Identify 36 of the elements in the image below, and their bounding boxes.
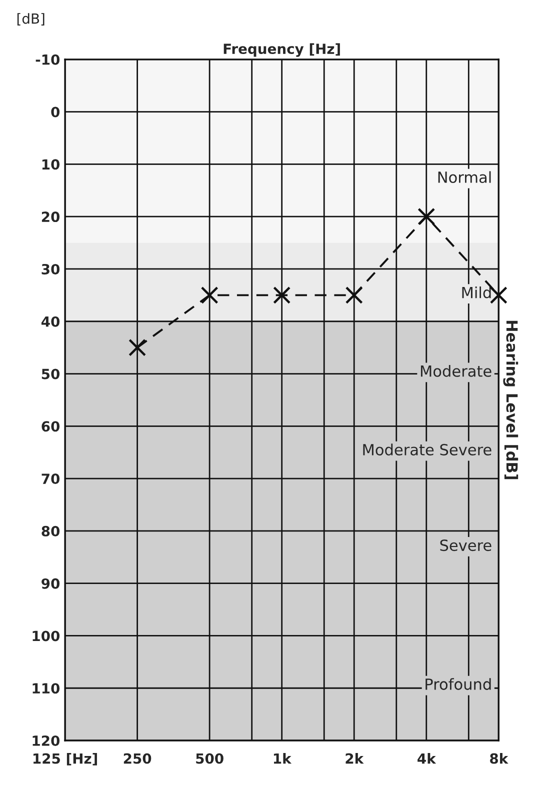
x-tick-label: 250 xyxy=(124,753,152,764)
point xyxy=(418,208,436,226)
y-tick-label: 0 xyxy=(51,106,60,118)
x-tick-label: 500 xyxy=(196,753,224,764)
band-label: Mild xyxy=(462,286,491,298)
point xyxy=(128,338,146,356)
band-label: Moderate xyxy=(420,365,492,377)
y-tick-label: 40 xyxy=(41,316,60,327)
point xyxy=(200,286,218,304)
x-tick-label: 8k xyxy=(490,753,508,764)
x-tick-label: 4k xyxy=(418,753,436,764)
band-label: Profound xyxy=(426,678,491,690)
x-tick-label: 1k xyxy=(274,753,292,764)
y-tick-label: 110 xyxy=(32,683,60,694)
point xyxy=(490,286,508,304)
text: [dB] xyxy=(17,13,44,26)
y-tick-label: 90 xyxy=(42,578,60,589)
point xyxy=(273,286,291,304)
band-label: Moderate Severe xyxy=(363,444,492,456)
y-tick-label: -10 xyxy=(36,54,60,65)
y-tick-label: 10 xyxy=(42,159,60,170)
band-label: Normal xyxy=(438,171,491,184)
y-tick-label: 70 xyxy=(42,474,60,484)
x-tick-label: 2k xyxy=(346,753,364,764)
y-tick-label: 30 xyxy=(42,264,60,274)
y-tick-label: 60 xyxy=(42,421,60,432)
x-tick-label: 125 [Hz] xyxy=(33,753,97,766)
y-tick-label: 20 xyxy=(42,212,60,222)
y-axis-title: Hearing Level [dB] xyxy=(503,320,518,480)
y-tick-label: 120 xyxy=(32,735,60,746)
y-tick-label: 50 xyxy=(42,368,60,380)
point xyxy=(345,286,363,304)
y-tick-label: 100 xyxy=(32,630,60,642)
y-tick-label: 80 xyxy=(42,526,60,536)
x-axis-title: Frequency [Hz] xyxy=(224,43,340,57)
band-label: Severe xyxy=(440,540,492,552)
